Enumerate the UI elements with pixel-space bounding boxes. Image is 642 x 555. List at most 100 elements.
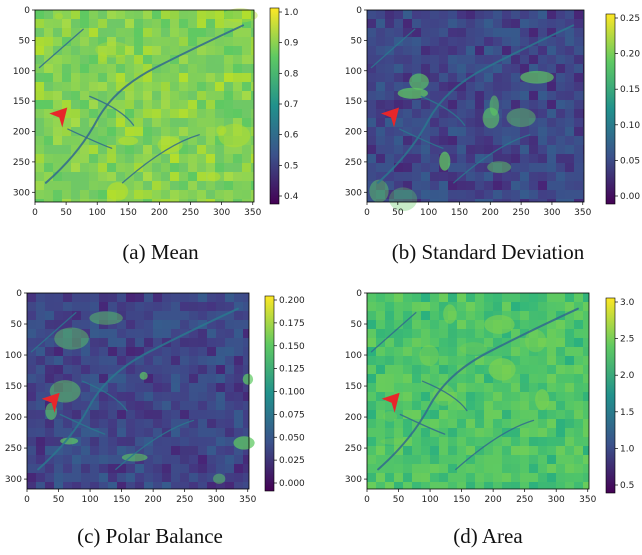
river-lines bbox=[38, 24, 245, 184]
colorbar-tick-label: 0.200 bbox=[279, 296, 305, 306]
colorbar-tick-label: 1.0 bbox=[620, 444, 635, 454]
y-tick-label: 200 bbox=[5, 413, 22, 423]
x-tick-label: 350 bbox=[244, 208, 261, 218]
y-tick-label: 0 bbox=[356, 6, 362, 16]
colorbar-tick-label: 0.175 bbox=[279, 319, 305, 329]
panel-area: 0 50 100 150 200 250 300 350 0 50 100 150 200 250 300 3… bbox=[321, 285, 642, 515]
red-arrowhead-icon bbox=[381, 107, 400, 128]
x-tick-label: 0 bbox=[32, 208, 38, 218]
colorbar-tick-label: 0.000 bbox=[279, 479, 305, 489]
x-tick-label: 150 bbox=[453, 495, 470, 505]
y-tick-label: 300 bbox=[345, 475, 362, 485]
heatmap-image bbox=[367, 10, 584, 212]
y-tick-label: 0 bbox=[24, 6, 30, 16]
colorbar-tick-label: 2.0 bbox=[620, 371, 635, 381]
y-tick-label: 150 bbox=[345, 382, 362, 392]
x-tick-label: 50 bbox=[393, 495, 405, 505]
colorbar-tick-label: 0.150 bbox=[279, 342, 305, 352]
caption-area: (d) Area bbox=[453, 524, 523, 548]
colorbar-tick-label: 0.050 bbox=[279, 433, 305, 443]
colorbar-tick-label: 0.20 bbox=[620, 50, 640, 60]
y-tick-label: 250 bbox=[13, 158, 30, 168]
y-tick-label: 250 bbox=[5, 444, 22, 454]
river-lines bbox=[370, 307, 579, 471]
x-tick-label: 200 bbox=[485, 495, 502, 505]
colorbar: 0.25 0.20 0.15 0.10 0.05 0.00 bbox=[605, 13, 640, 205]
x-tick-label: 0 bbox=[24, 495, 30, 505]
x-tick-label: 0 bbox=[364, 208, 370, 218]
x-tick-label: 200 bbox=[151, 208, 168, 218]
std-heatmap-figure: 0 50 100 150 200 250 300 350 0 50 100 150 200 250 300 0… bbox=[345, 6, 641, 218]
colorbar-tick-label: 0.025 bbox=[279, 456, 305, 466]
x-tick-label: 250 bbox=[516, 495, 533, 505]
heatmap-image bbox=[367, 293, 589, 489]
y-tick-label: 50 bbox=[11, 320, 23, 330]
mean-heatmap-figure: 0 50 100 150 200 250 300 350 0 50 100 150 200 250 300 1… bbox=[13, 6, 299, 218]
colorbar-tick-label: 2.5 bbox=[620, 335, 634, 345]
y-tick-label: 100 bbox=[13, 67, 30, 77]
colorbar-tick-label: 1.0 bbox=[284, 8, 299, 18]
y-tick-label: 250 bbox=[345, 158, 362, 168]
y-tick-label: 200 bbox=[13, 128, 30, 138]
x-tick-label: 50 bbox=[392, 208, 404, 218]
caption-standard-deviation: (b) Standard Deviation bbox=[391, 240, 585, 264]
colorbar-tick-label: 0.25 bbox=[620, 14, 640, 24]
x-tick-label: 300 bbox=[548, 495, 565, 505]
colorbar-tick-label: 0.100 bbox=[279, 388, 305, 398]
colorbar-tick-label: 0.6 bbox=[284, 131, 299, 141]
x-tick-label: 200 bbox=[145, 495, 162, 505]
y-tick-label: 150 bbox=[5, 382, 22, 392]
panel-standard-deviation: 0 50 100 150 200 250 300 350 0 50 100 150 200 250 300 0… bbox=[321, 0, 642, 238]
x-tick-label: 300 bbox=[543, 208, 560, 218]
y-tick-label: 100 bbox=[345, 67, 362, 77]
x-tick-label: 250 bbox=[513, 208, 530, 218]
colorbar-tick-label: 3.0 bbox=[620, 298, 635, 308]
colorbar-tick-label: 0.10 bbox=[620, 121, 640, 131]
colorbar: 1.0 0.9 0.8 0.7 0.6 0.5 0.4 bbox=[269, 7, 299, 205]
colorbar-tick-label: 0.125 bbox=[279, 365, 305, 375]
colorbar-tick-label: 0.5 bbox=[284, 161, 298, 171]
heatmap-image bbox=[27, 293, 255, 489]
x-tick-label: 100 bbox=[89, 208, 106, 218]
y-tick-label: 50 bbox=[351, 36, 363, 46]
y-tick-label: 100 bbox=[5, 351, 22, 361]
colorbar-tick-label: 0.15 bbox=[620, 85, 640, 95]
red-arrowhead-icon bbox=[49, 107, 68, 128]
y-tick-label: 0 bbox=[356, 289, 362, 299]
panel-mean: 0 50 100 150 200 250 300 350 0 50 100 150 200 250 300 1… bbox=[0, 0, 321, 238]
x-tick-label: 200 bbox=[482, 208, 499, 218]
colorbar-tick-label: 0.4 bbox=[284, 192, 299, 202]
y-tick-label: 50 bbox=[351, 320, 363, 330]
area-heatmap-figure: 0 50 100 150 200 250 300 350 0 50 100 150 200 250 300 3… bbox=[345, 289, 635, 505]
y-tick-label: 50 bbox=[19, 36, 31, 46]
y-tick-label: 150 bbox=[13, 97, 30, 107]
colorbar-tick-label: 0.9 bbox=[284, 39, 299, 49]
x-tick-label: 100 bbox=[420, 208, 437, 218]
y-tick-label: 150 bbox=[345, 97, 362, 107]
colorbar-tick-label: 0.8 bbox=[284, 69, 299, 79]
x-tick-label: 300 bbox=[213, 208, 230, 218]
colorbar-tick-label: 0.5 bbox=[620, 481, 634, 491]
y-tick-label: 200 bbox=[345, 128, 362, 138]
x-tick-label: 350 bbox=[579, 495, 596, 505]
colorbar-tick-label: 1.5 bbox=[620, 408, 634, 418]
y-tick-label: 300 bbox=[345, 188, 362, 198]
red-arrowhead-icon bbox=[41, 392, 60, 413]
river-lines bbox=[30, 307, 239, 471]
x-tick-label: 50 bbox=[53, 495, 65, 505]
y-tick-label: 300 bbox=[13, 188, 30, 198]
caption-mean: (a) Mean bbox=[122, 240, 199, 264]
caption-polar-balance: (c) Polar Balance bbox=[77, 524, 223, 548]
x-tick-label: 250 bbox=[182, 208, 199, 218]
panel-polar-balance: 0 50 100 150 200 250 300 350 0 50 100 150 200 250 300 0… bbox=[0, 285, 321, 515]
x-tick-label: 150 bbox=[451, 208, 468, 218]
x-tick-label: 150 bbox=[120, 208, 137, 218]
x-tick-label: 300 bbox=[208, 495, 225, 505]
y-tick-label: 200 bbox=[345, 413, 362, 423]
y-tick-label: 0 bbox=[16, 289, 22, 299]
x-tick-label: 350 bbox=[574, 208, 591, 218]
colorbar: 3.0 2.5 2.0 1.5 1.0 0.5 bbox=[605, 297, 635, 494]
x-tick-label: 100 bbox=[81, 495, 98, 505]
y-tick-label: 100 bbox=[345, 351, 362, 361]
red-arrowhead-icon bbox=[381, 392, 400, 413]
